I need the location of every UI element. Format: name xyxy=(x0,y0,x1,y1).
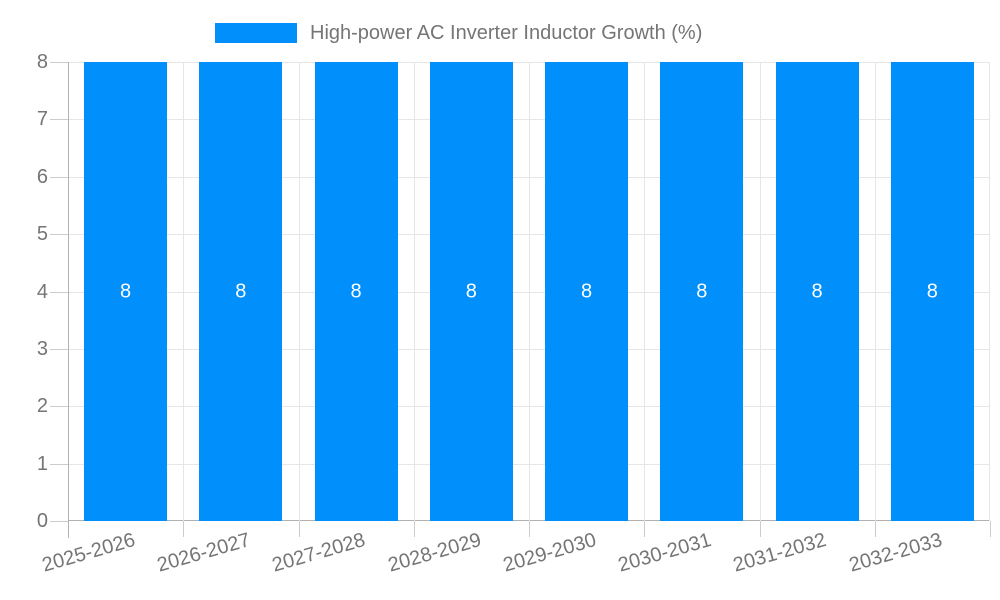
y-axis-label: 6 xyxy=(36,166,48,188)
bar[interactable]: 8 xyxy=(545,62,629,521)
y-axis-label: 2 xyxy=(36,395,48,417)
gridline-vertical xyxy=(644,62,646,521)
bar[interactable]: 8 xyxy=(314,62,398,521)
x-axis-label: 2032-2033 xyxy=(846,529,945,577)
y-axis-tick xyxy=(50,177,68,178)
bar[interactable]: 8 xyxy=(84,62,168,521)
x-axis-label: 2030-2031 xyxy=(615,529,714,577)
bar-value-label: 8 xyxy=(350,280,362,302)
gridline-vertical xyxy=(759,62,761,521)
gridline-vertical xyxy=(413,62,415,521)
bar-value-label: 8 xyxy=(581,280,593,302)
bar-value-label: 8 xyxy=(811,280,823,302)
gridline-vertical xyxy=(529,62,530,521)
x-axis-label: 2025-2026 xyxy=(39,529,138,577)
y-axis-label: 3 xyxy=(36,338,48,360)
bar-value-label: 8 xyxy=(235,280,247,302)
y-axis-label: 8 xyxy=(36,51,48,73)
y-axis-label: 0 xyxy=(36,510,48,532)
y-axis-label: 1 xyxy=(36,453,48,475)
x-axis-tick xyxy=(875,521,876,537)
x-axis-tick xyxy=(183,521,184,537)
y-axis-tick xyxy=(50,119,68,120)
y-axis-label: 7 xyxy=(36,108,48,130)
gridline-vertical xyxy=(298,62,300,521)
plot-area: 8 8 8 8 8 8 8 8 xyxy=(68,62,990,521)
bar[interactable]: 8 xyxy=(890,62,974,521)
bar[interactable]: 8 xyxy=(199,62,283,521)
y-axis-label: 4 xyxy=(36,281,48,303)
gridline-vertical xyxy=(874,62,876,521)
y-axis-tick xyxy=(50,62,68,63)
bar-value-label: 8 xyxy=(926,280,938,302)
y-axis-tick xyxy=(50,406,68,407)
y-axis: 0 1 2 3 4 5 6 7 8 xyxy=(0,52,48,531)
bar[interactable]: 8 xyxy=(429,62,513,521)
bar[interactable]: 8 xyxy=(660,62,744,521)
x-axis-label: 2026-2027 xyxy=(154,529,253,577)
x-axis-tick xyxy=(299,521,300,537)
gridline-vertical xyxy=(183,62,185,521)
x-axis-label: 2027-2028 xyxy=(270,529,369,577)
chart-title: High-power AC Inverter Inductor Growth (… xyxy=(310,22,703,44)
bar-value-label: 8 xyxy=(696,280,708,302)
legend-swatch-icon xyxy=(215,23,297,43)
x-axis-label: 2028-2029 xyxy=(385,529,484,577)
gridline-vertical xyxy=(989,62,990,521)
x-axis: 2025-2026 2026-2027 2027-2028 2028-2029 2029… xyxy=(40,529,990,599)
y-axis-label: 5 xyxy=(36,223,48,245)
x-axis-tick xyxy=(760,521,761,537)
y-axis-tick xyxy=(50,464,68,465)
x-axis-tick xyxy=(990,521,991,537)
x-axis-tick xyxy=(529,521,530,537)
x-axis-label: 2029-2030 xyxy=(500,529,599,577)
bar-value-label: 8 xyxy=(120,280,132,302)
y-axis-tick xyxy=(50,349,68,350)
chart-legend[interactable]: High-power AC Inverter Inductor Growth (… xyxy=(215,23,702,43)
y-axis-line xyxy=(68,62,69,538)
x-axis-tick xyxy=(414,521,415,537)
x-axis-tick xyxy=(644,521,645,537)
bar-value-label: 8 xyxy=(465,280,477,302)
bar[interactable]: 8 xyxy=(775,62,859,521)
x-axis-label: 2031-2032 xyxy=(731,529,830,577)
y-axis-tick xyxy=(50,292,68,293)
y-axis-tick xyxy=(50,521,68,522)
y-axis-tick xyxy=(50,234,68,235)
